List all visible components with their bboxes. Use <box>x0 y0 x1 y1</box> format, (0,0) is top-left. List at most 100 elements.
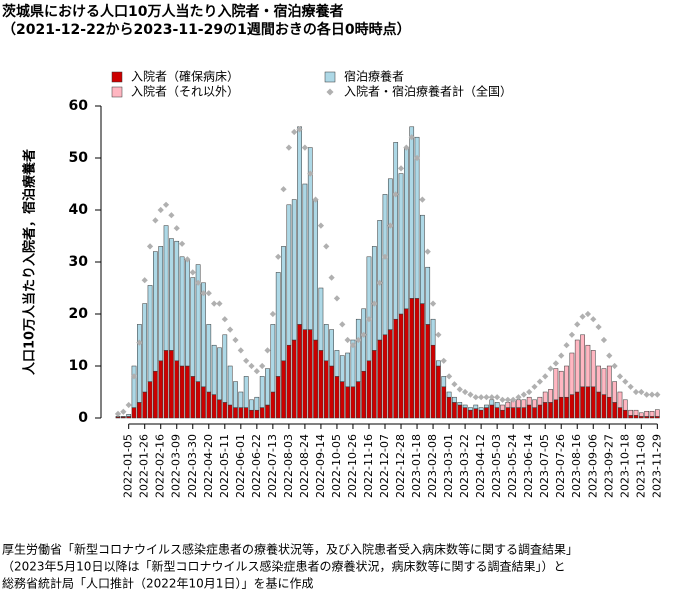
bar-segment <box>622 409 628 419</box>
bar-segment <box>580 386 585 419</box>
bar-segment <box>510 407 516 419</box>
point <box>232 336 239 344</box>
bar-segment <box>206 324 212 393</box>
x-tick-label: 2022-12-28 <box>394 434 407 498</box>
source-note: 厚生労働省「新型コロナウイルス感染症患者の療養状況等，及び入院患者受入病床数等に… <box>2 542 578 557</box>
bar-segment <box>158 360 164 419</box>
bar-segment <box>211 344 217 395</box>
point <box>494 394 501 401</box>
point <box>568 331 576 338</box>
bar-segment <box>153 370 158 419</box>
x-tick-label: 2023-11-08 <box>634 434 647 498</box>
bar-segment <box>286 204 292 346</box>
x-tick-label: 2023-08-16 <box>570 434 583 498</box>
point <box>264 347 271 354</box>
bar-segment <box>249 409 254 419</box>
bar-segment <box>393 142 399 320</box>
bar-segment <box>339 355 345 382</box>
bar-segment <box>275 376 281 419</box>
point <box>584 310 592 318</box>
point <box>574 321 581 328</box>
point <box>376 279 383 286</box>
bar-segment <box>233 407 238 419</box>
point <box>312 196 319 203</box>
bar-segment <box>211 394 217 419</box>
point <box>472 394 479 401</box>
point <box>616 373 624 380</box>
bar-segment <box>334 376 340 419</box>
bar-segment <box>169 238 174 351</box>
source-note: （2023年5月10日以降は「新型コロナウイルス感染症患者の療養状況，病床数等に… <box>2 559 565 574</box>
bar-segment <box>307 329 313 419</box>
point <box>173 225 180 232</box>
bar-segment <box>142 391 148 419</box>
bar-segment <box>377 339 383 419</box>
bar-segment <box>425 324 431 419</box>
point <box>275 253 282 260</box>
bar-segment <box>542 402 548 419</box>
bar-segment <box>254 409 260 419</box>
y-tick-label: 30 <box>69 254 89 270</box>
point <box>120 408 127 415</box>
point <box>381 253 389 260</box>
point <box>125 401 132 409</box>
point <box>141 277 148 284</box>
point <box>291 128 298 136</box>
bar-segment <box>329 329 334 367</box>
bar-segment <box>275 272 281 377</box>
bar-segment <box>339 381 345 419</box>
bar-segment <box>217 347 222 401</box>
bar-segment <box>366 256 372 362</box>
x-tick-label: 2023-02-08 <box>426 434 439 498</box>
x-tick-label: 2023-11-29 <box>650 434 663 498</box>
point <box>627 383 634 390</box>
bar-segment <box>307 147 313 330</box>
bar-segment <box>564 365 569 398</box>
x-tick-label: 2023-03-22 <box>458 434 471 498</box>
bar-segment <box>478 407 484 411</box>
bar-segment <box>441 376 447 388</box>
point <box>451 381 458 388</box>
y-tick-label: 50 <box>69 150 89 166</box>
point <box>194 279 202 286</box>
point <box>243 357 250 364</box>
legend-label: 宿泊療養者 <box>344 69 404 84</box>
bar-segment <box>201 282 206 388</box>
point <box>622 378 629 385</box>
bar-segment <box>318 350 324 419</box>
bar-segment <box>521 407 527 419</box>
bar-segment <box>270 324 276 393</box>
bar-segment <box>590 386 596 419</box>
bar-segment <box>185 259 190 367</box>
point <box>419 196 426 203</box>
legend-label: 入院者（確保病床） <box>131 69 239 84</box>
bar-segment <box>580 334 585 388</box>
bar-segment <box>612 381 617 403</box>
point <box>563 342 570 349</box>
bar-segment <box>558 396 564 419</box>
bar-segment <box>179 365 185 419</box>
bar-segment <box>387 178 393 330</box>
point <box>323 243 330 250</box>
x-tick-label: 2023-05-03 <box>490 434 503 498</box>
point <box>632 388 640 396</box>
point <box>638 388 645 396</box>
point <box>371 300 378 307</box>
bar-segment <box>644 410 650 417</box>
point <box>280 186 287 193</box>
bar-segment <box>227 365 233 406</box>
point <box>152 217 159 224</box>
bar-segment <box>291 199 297 341</box>
bar-segment <box>371 350 377 419</box>
bar-segment <box>617 407 623 419</box>
bar-segment <box>521 399 527 408</box>
bar-segment <box>452 402 457 419</box>
bar-segment <box>387 329 393 419</box>
point <box>178 240 186 247</box>
bar-segment <box>436 360 441 367</box>
point <box>542 373 549 380</box>
point <box>515 394 522 401</box>
point <box>424 248 431 255</box>
bar-segment <box>532 399 537 408</box>
bar-segment <box>382 334 388 419</box>
